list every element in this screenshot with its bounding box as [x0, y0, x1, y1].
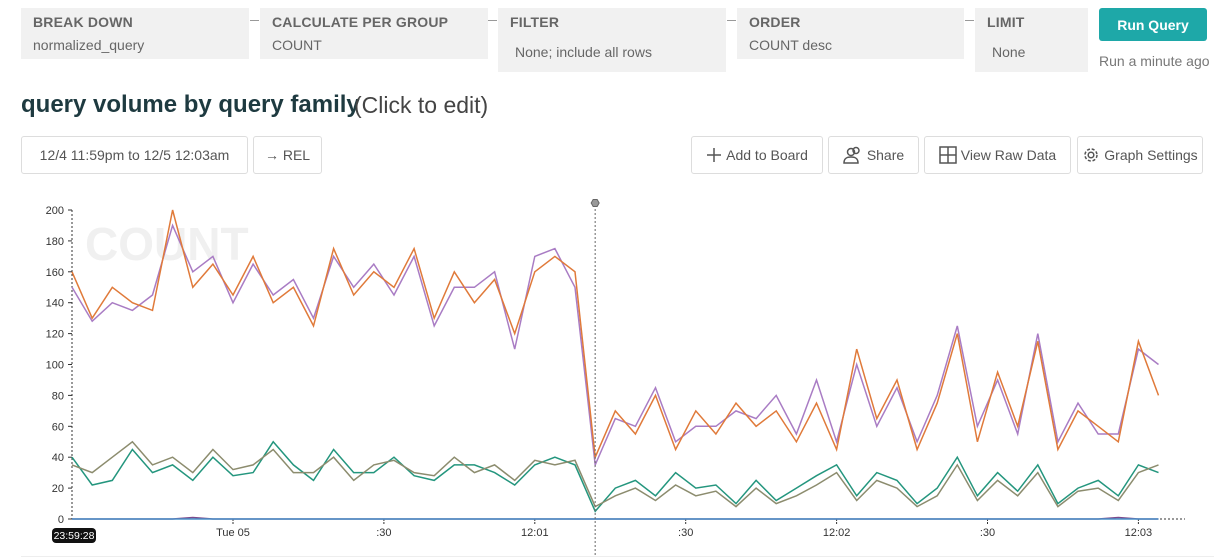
filter-value: None; include all rows	[515, 44, 652, 60]
view-raw-label: View Raw Data	[960, 147, 1057, 163]
edit-hint[interactable]: (Click to edit)	[354, 92, 489, 118]
x-tick-label: 12:03	[1125, 527, 1153, 539]
connector	[250, 20, 259, 21]
run-status: Run a minute ago	[1099, 53, 1210, 69]
calculate-label: CALCULATE PER GROUP	[272, 14, 449, 30]
time-range-label: 12/4 11:59pm to 12/5 12:03am	[39, 147, 230, 163]
x-tick-label: 12:01	[521, 527, 549, 539]
series-line-2	[71, 440, 1159, 513]
cursor-time-badge	[52, 528, 96, 543]
order-box[interactable]: ORDER COUNT desc	[737, 8, 964, 59]
time-range-button[interactable]: 12/4 11:59pm to 12/5 12:03am	[21, 136, 248, 174]
gear-icon	[1084, 148, 1099, 162]
share-button[interactable]: Share	[828, 136, 919, 174]
breakdown-label: BREAK DOWN	[33, 14, 133, 30]
limit-label: LIMIT	[987, 14, 1025, 30]
cursor-time-label: 23:59:28	[54, 530, 95, 542]
y-tick-label: 40	[52, 452, 64, 464]
y-tick-label: 180	[46, 236, 64, 248]
y-tick-label: 0	[58, 514, 64, 526]
share-label: Share	[866, 147, 905, 163]
add-to-board-label: Add to Board	[726, 147, 808, 163]
divider	[21, 556, 1214, 557]
x-tick-label: :30	[678, 527, 693, 539]
y-tick-label: 160	[46, 267, 64, 279]
filter-label: FILTER	[510, 14, 560, 30]
breakdown-value: normalized_query	[33, 37, 145, 53]
y-tick-label: 80	[52, 390, 64, 402]
y-tick-label: 140	[46, 298, 64, 310]
y-tick-label: 100	[46, 360, 64, 372]
x-tick-label: :30	[980, 527, 995, 539]
series-line-0	[71, 223, 1159, 468]
series-line-1	[71, 209, 1160, 461]
graph-settings-label: Graph Settings	[1104, 147, 1198, 163]
hover-marker-icon	[590, 199, 600, 207]
order-value: COUNT desc	[749, 37, 832, 53]
calculate-box[interactable]: CALCULATE PER GROUP COUNT	[260, 8, 488, 59]
run-query-button[interactable]: Run Query	[1099, 8, 1207, 41]
x-tick-label: 12:02	[823, 527, 851, 539]
plus-icon	[707, 148, 722, 162]
add-to-board-button[interactable]: Add to Board	[691, 136, 823, 174]
calculate-value: COUNT	[272, 37, 322, 53]
order-label: ORDER	[749, 14, 801, 30]
limit-box[interactable]: LIMIT None	[975, 8, 1088, 72]
share-users-icon	[843, 146, 860, 164]
graph-settings-button[interactable]: Graph Settings	[1077, 136, 1203, 174]
page-title[interactable]: query volume by query family	[21, 91, 360, 118]
breakdown-box[interactable]: BREAK DOWN normalized_query	[21, 8, 249, 59]
rel-label: → REL	[264, 147, 311, 163]
series-line-3	[71, 440, 1159, 508]
x-tick-label: Tue 05	[216, 527, 250, 539]
view-raw-data-button[interactable]: View Raw Data	[924, 136, 1071, 174]
relative-time-button[interactable]: → REL	[253, 136, 322, 174]
filter-box[interactable]: FILTER None; include all rows	[498, 8, 726, 72]
connector	[965, 20, 974, 21]
y-tick-label: 120	[46, 329, 64, 341]
y-tick-label: 200	[46, 205, 64, 217]
grid-icon	[939, 146, 957, 164]
connector	[727, 20, 736, 21]
y-tick-label: 60	[52, 421, 64, 433]
y-tick-label: 20	[52, 483, 64, 495]
limit-value: None	[992, 44, 1026, 60]
x-tick-label: :30	[376, 527, 391, 539]
connector	[488, 20, 497, 21]
